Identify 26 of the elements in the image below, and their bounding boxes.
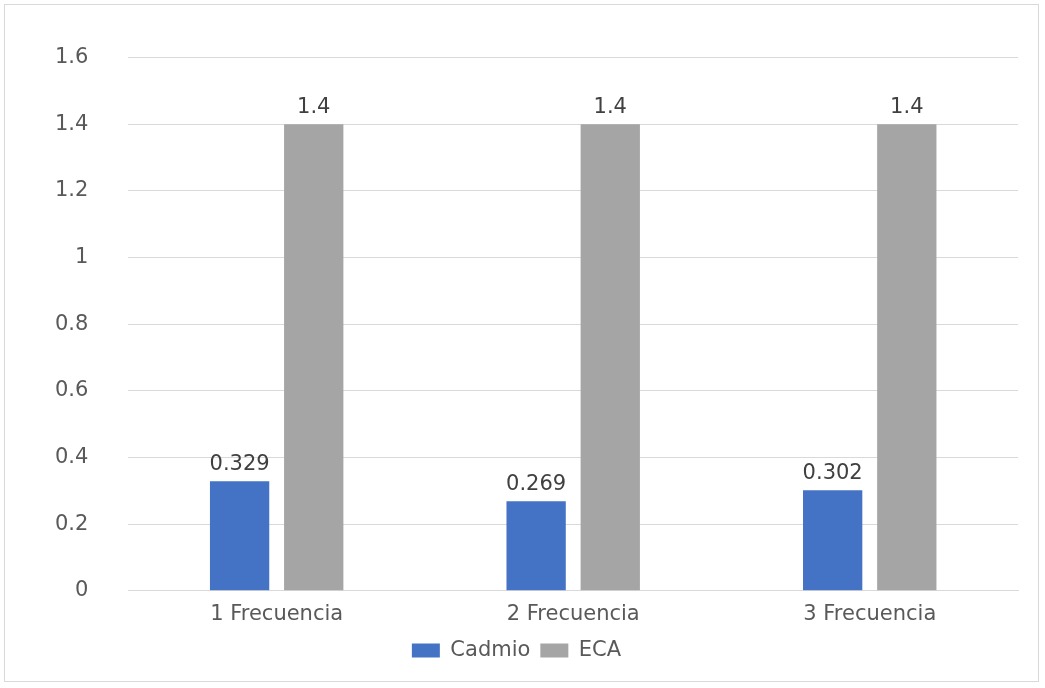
data-label: 0.269: [506, 471, 567, 496]
y-tick-label: 0.6: [54, 377, 89, 402]
bar: [580, 124, 640, 591]
legend-label: Cadmio: [450, 636, 531, 661]
bar: [209, 481, 270, 591]
x-tick-label: 1 Frecuencia: [210, 600, 344, 625]
bar: [877, 124, 937, 591]
data-label: 0.302: [802, 460, 863, 485]
y-tick-label: 1.6: [54, 44, 89, 69]
bar: [506, 501, 566, 591]
data-label: 1.4: [890, 94, 924, 119]
y-tick-label: 1: [75, 244, 89, 268]
data-label: 1.4: [593, 94, 627, 119]
y-tick-label: 0.2: [54, 510, 89, 535]
bar: [284, 124, 344, 591]
y-tick-label: 0: [75, 577, 89, 602]
y-tick-label: 0.8: [54, 310, 89, 335]
y-tick-label: 0.4: [54, 443, 89, 468]
x-tick-label: 2 Frecuencia: [506, 600, 640, 625]
data-label: 0.329: [209, 451, 270, 476]
y-tick-label: 1.4: [54, 110, 89, 135]
y-tick-label: 1.2: [54, 177, 89, 202]
data-label: 1.4: [297, 94, 331, 119]
legend-label: ECA: [578, 636, 622, 661]
bar: [803, 490, 863, 591]
x-tick-label: 3 Frecuencia: [803, 600, 937, 625]
